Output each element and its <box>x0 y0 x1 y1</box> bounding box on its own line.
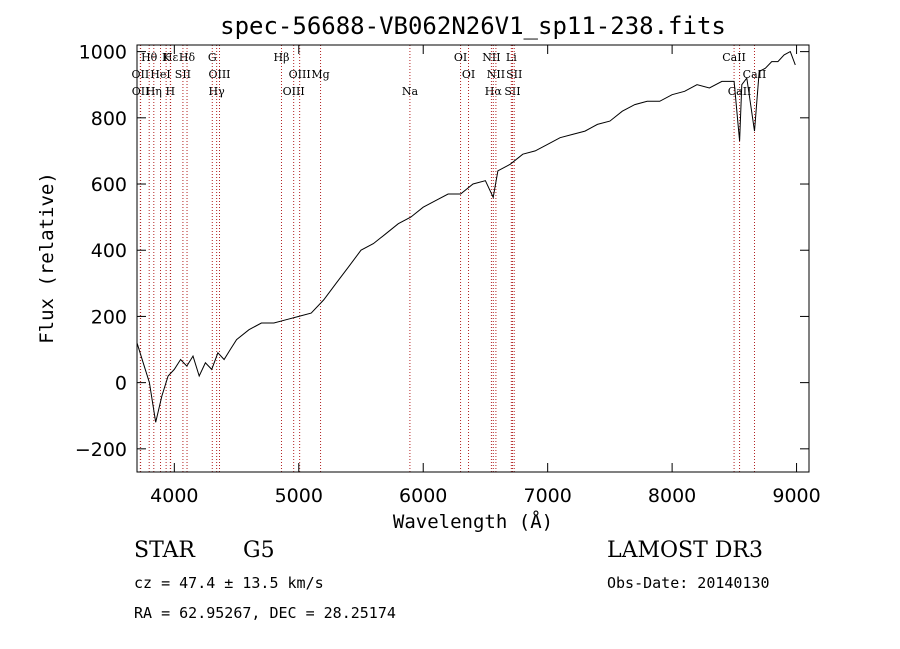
spectral-line-label: Hη <box>146 85 162 98</box>
object-type: STAR <box>134 538 195 563</box>
spectral-line-label: Hδ <box>179 51 196 64</box>
spectral-line-label: CaII <box>722 51 746 64</box>
y-tick-label: 400 <box>91 240 127 262</box>
spectral-line-label: NII <box>487 68 505 81</box>
spectral-line-label: NII <box>482 51 500 64</box>
chart-title: spec-56688-VB062N26V1_sp11-238.fits <box>220 12 726 40</box>
spectral-line-label: OI <box>454 51 467 64</box>
spectral-line-label: Hθ <box>141 51 158 64</box>
spectral-line-label: Li <box>506 51 517 64</box>
spectral-line-label: Hγ <box>209 85 226 98</box>
spectral-line-label: SII <box>175 68 191 81</box>
spectral-line-label: Na <box>402 85 419 98</box>
x-tick-label: 4000 <box>150 485 198 507</box>
object-subclass: G5 <box>243 538 275 563</box>
spectral-line-label: Mg <box>311 68 329 81</box>
spectrum-line <box>136 50 796 423</box>
series-layer <box>136 50 796 423</box>
y-tick-label: 800 <box>91 108 127 130</box>
spectral-line-label: OII <box>132 85 150 98</box>
spectral-line-label: OIII <box>289 68 311 81</box>
x-tick-label: 8000 <box>648 485 696 507</box>
x-tick-label: 6000 <box>399 485 447 507</box>
y-tick-label: −200 <box>75 439 127 461</box>
axes-layer: 4000 5000 6000 7000 8000 9000 −200 0 200 400 600 80… <box>75 42 821 507</box>
spectral-line-label: OIII <box>283 85 305 98</box>
survey-name: LAMOST DR3 <box>607 538 763 563</box>
spectral-line-label: Hβ <box>274 51 290 64</box>
spectral-line-label: OI <box>462 68 475 81</box>
y-tick-label: 1000 <box>79 42 127 64</box>
plot-frame <box>136 44 810 473</box>
spectral-line-label: HeI <box>150 68 170 81</box>
y-axis-label: Flux (relative) <box>36 172 58 344</box>
x-tick-label: 7000 <box>523 485 571 507</box>
x-tick-label: 5000 <box>275 485 323 507</box>
spectral-line-label: G <box>208 51 217 64</box>
spectral-lines-layer: HθOIIOIIHεHeIHηKSIIHHδOIIIHγGOIIIOIIIHβM… <box>132 45 766 472</box>
x-axis-label: Wavelength (Å) <box>393 510 553 533</box>
spectral-line-label: SII <box>504 85 520 98</box>
redshift-cz: cz = 47.4 ± 13.5 km/s <box>134 574 324 592</box>
spectral-line-label: CaII <box>728 85 752 98</box>
spectral-line-label: K <box>162 51 171 64</box>
spectral-line-label: H <box>166 85 176 98</box>
coordinates: RA = 62.95267, DEC = 28.25174 <box>134 604 396 622</box>
y-tick-label: 200 <box>91 306 127 328</box>
spectral-line-label: OIII <box>208 68 230 81</box>
spectral-line-label: SII <box>506 68 522 81</box>
x-tick-label: 9000 <box>772 485 820 507</box>
spectral-line-label: Hα <box>485 85 503 98</box>
y-tick-label: 600 <box>91 174 127 196</box>
y-tick-label: 0 <box>115 373 127 395</box>
spectral-line-label: OII <box>132 68 150 81</box>
observation-date: Obs-Date: 20140130 <box>607 574 770 592</box>
